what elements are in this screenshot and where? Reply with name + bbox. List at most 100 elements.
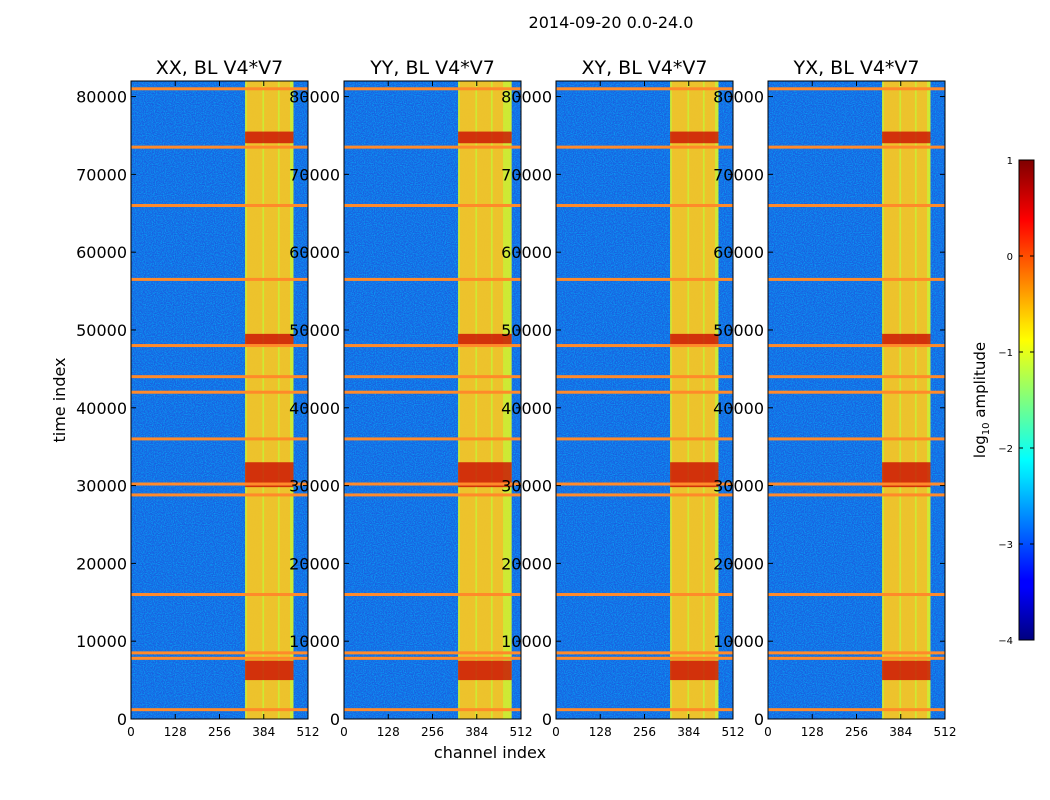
x-tick-label: 512 bbox=[722, 725, 745, 739]
x-tick-label: 384 bbox=[677, 725, 700, 739]
strong-column-1 bbox=[477, 81, 491, 719]
y-axis-label: time index bbox=[50, 357, 69, 442]
y-tick-label: 70000 bbox=[76, 165, 127, 184]
flag-row-9 bbox=[768, 344, 945, 348]
event-row-2 bbox=[245, 660, 294, 681]
event-row-3 bbox=[458, 131, 512, 144]
x-tick-label: 256 bbox=[208, 725, 231, 739]
strong-column-2 bbox=[704, 81, 716, 719]
flag-row-8 bbox=[556, 375, 733, 379]
x-tick-label: 384 bbox=[465, 725, 488, 739]
panels: XX, BL V4*V7 0 128 256 384 512 0 10000 20000 3000… bbox=[76, 57, 956, 739]
strong-column-2 bbox=[279, 81, 291, 719]
y-tick-label: 70000 bbox=[501, 165, 552, 184]
flag-row-2 bbox=[768, 651, 945, 655]
event-row-2 bbox=[882, 660, 931, 681]
flag-row-13 bbox=[556, 87, 733, 91]
panel-3: YX, BL V4*V7 0 128 256 384 512 0 10000 20000 3000… bbox=[713, 57, 956, 739]
flag-row-3 bbox=[768, 593, 945, 597]
flag-row-1 bbox=[768, 656, 945, 660]
flag-row-13 bbox=[344, 87, 521, 91]
event-row-2 bbox=[458, 660, 512, 681]
y-tick-label: 30000 bbox=[76, 477, 127, 496]
y-tick-label: 40000 bbox=[713, 399, 764, 418]
panel-title: YX, BL V4*V7 bbox=[792, 57, 919, 79]
flag-row-6 bbox=[768, 437, 945, 441]
x-tick-label: 0 bbox=[552, 725, 560, 739]
y-tick-label: 60000 bbox=[501, 243, 552, 262]
colorbar-gradient bbox=[1018, 159, 1035, 641]
y-tick-label: 20000 bbox=[713, 554, 764, 573]
flag-row-4 bbox=[344, 493, 521, 497]
y-tick-label: 20000 bbox=[76, 554, 127, 573]
flag-row-6 bbox=[344, 437, 521, 441]
flag-row-12 bbox=[131, 145, 308, 149]
flag-row-6 bbox=[131, 437, 308, 441]
y-tick-label: 20000 bbox=[289, 554, 340, 573]
y-tick-label: 40000 bbox=[76, 399, 127, 418]
x-tick-label: 512 bbox=[297, 725, 320, 739]
flag-row-7 bbox=[768, 390, 945, 394]
flag-row-4 bbox=[768, 493, 945, 497]
flag-row-10 bbox=[344, 277, 521, 281]
y-tick-label: 60000 bbox=[713, 243, 764, 262]
colorbar-tick-label: −2 bbox=[998, 444, 1013, 455]
flag-row-12 bbox=[768, 145, 945, 149]
flag-row-3 bbox=[556, 593, 733, 597]
flag-row-1 bbox=[556, 656, 733, 660]
colorbar-tick-label: 1 bbox=[1007, 156, 1013, 167]
flag-row-10 bbox=[131, 277, 308, 281]
event-row-1 bbox=[245, 333, 294, 346]
x-tick-label: 128 bbox=[377, 725, 400, 739]
x-tick-label: 128 bbox=[801, 725, 824, 739]
y-tick-label: 40000 bbox=[289, 399, 340, 418]
flag-row-9 bbox=[344, 344, 521, 348]
colorbar-ticks: 1 0 −1 −2 −3 −4 bbox=[998, 156, 1034, 647]
y-tick-label: 50000 bbox=[76, 321, 127, 340]
flag-row-2 bbox=[131, 651, 308, 655]
event-row-3 bbox=[882, 131, 931, 144]
y-tick-label: 50000 bbox=[713, 321, 764, 340]
flag-row-10 bbox=[768, 277, 945, 281]
flag-row-9 bbox=[556, 344, 733, 348]
y-tick-label: 30000 bbox=[713, 477, 764, 496]
x-axis-label: channel index bbox=[434, 743, 546, 762]
colorbar-label-sub: 10 bbox=[981, 422, 992, 435]
panel-1: YY, BL V4*V7 0 128 256 384 512 0 10000 20000 3000… bbox=[289, 57, 532, 739]
y-tick-label: 10000 bbox=[713, 632, 764, 651]
strong-column-2 bbox=[492, 81, 504, 719]
flag-row-3 bbox=[131, 593, 308, 597]
y-tick-label: 70000 bbox=[289, 165, 340, 184]
x-tick-label: 256 bbox=[845, 725, 868, 739]
flag-row-0 bbox=[768, 708, 945, 712]
strong-column-2 bbox=[916, 81, 928, 719]
flag-row-11 bbox=[768, 203, 945, 207]
y-tick-label: 70000 bbox=[713, 165, 764, 184]
flag-row-8 bbox=[344, 375, 521, 379]
colorbar-label-main: log bbox=[971, 435, 989, 458]
colorbar-tick-label: 0 bbox=[1007, 252, 1013, 263]
flag-row-3 bbox=[344, 593, 521, 597]
flag-row-10 bbox=[556, 277, 733, 281]
flag-row-2 bbox=[344, 651, 521, 655]
panel-title: XX, BL V4*V7 bbox=[156, 57, 283, 79]
x-tick-label: 256 bbox=[421, 725, 444, 739]
strong-column-0 bbox=[883, 81, 900, 719]
x-tick-label: 128 bbox=[589, 725, 612, 739]
y-tick-label: 10000 bbox=[289, 632, 340, 651]
y-tick-label: 20000 bbox=[501, 554, 552, 573]
event-row-1 bbox=[458, 333, 512, 346]
flag-row-5 bbox=[344, 482, 521, 486]
y-tick-label: 0 bbox=[330, 710, 340, 729]
x-tick-label: 512 bbox=[934, 725, 957, 739]
y-tick-label: 50000 bbox=[289, 321, 340, 340]
flag-row-7 bbox=[344, 390, 521, 394]
x-tick-label: 256 bbox=[633, 725, 656, 739]
x-tick-label: 512 bbox=[510, 725, 533, 739]
y-tick-label: 40000 bbox=[501, 399, 552, 418]
y-tick-label: 30000 bbox=[501, 477, 552, 496]
flag-row-13 bbox=[768, 87, 945, 91]
event-row-2 bbox=[670, 660, 719, 681]
y-tick-label: 0 bbox=[542, 710, 552, 729]
y-tick-label: 80000 bbox=[713, 88, 764, 107]
